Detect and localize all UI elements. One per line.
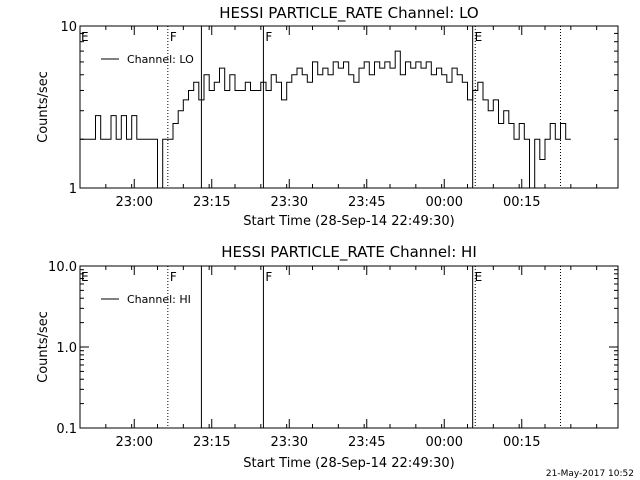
x-tick-label: 23:45 bbox=[348, 435, 385, 450]
y-tick-label: 10.0 bbox=[48, 260, 77, 275]
y-tick-label: 0.1 bbox=[56, 422, 77, 437]
x-tick-label: 00:15 bbox=[503, 435, 540, 450]
x-tick-label: 23:15 bbox=[193, 435, 230, 450]
event-marker-label: E bbox=[81, 30, 89, 44]
event-marker-label: F bbox=[170, 30, 177, 44]
series-line bbox=[80, 50, 571, 189]
x-tick-label: 23:30 bbox=[271, 435, 308, 450]
x-axis-label: Start Time (28-Sep-14 22:49:30) bbox=[243, 214, 454, 229]
x-tick-label: 23:00 bbox=[116, 195, 153, 210]
x-tick-label: 23:00 bbox=[116, 435, 153, 450]
x-tick-label: 00:00 bbox=[426, 435, 463, 450]
event-marker-label: F bbox=[265, 30, 272, 44]
plot-frame bbox=[79, 265, 619, 429]
x-tick-label: 00:15 bbox=[503, 195, 540, 210]
x-tick-label: 23:15 bbox=[193, 195, 230, 210]
x-tick-label: 23:30 bbox=[271, 195, 308, 210]
y-tick-label: 1 bbox=[69, 182, 77, 197]
event-marker-label: F bbox=[170, 270, 177, 284]
event-marker-label: E bbox=[475, 270, 483, 284]
y-axis-label: Counts/sec bbox=[36, 311, 51, 383]
timestamp-label: 21-May-2017 10:52 bbox=[546, 469, 634, 479]
chart-title: HESSI PARTICLE_RATE Channel: HI bbox=[221, 243, 477, 262]
plot-frame bbox=[79, 25, 619, 189]
event-marker-label: E bbox=[81, 270, 89, 284]
x-tick-label: 00:00 bbox=[426, 195, 463, 210]
panel-lo: HESSI PARTICLE_RATE Channel: LO 1 10 23:00 2… bbox=[36, 4, 619, 229]
y-tick-label: 1.0 bbox=[56, 341, 77, 356]
legend-label: Channel: HI bbox=[127, 293, 191, 306]
event-marker-label: F bbox=[265, 270, 272, 284]
panel-hi: HESSI PARTICLE_RATE Channel: HI 0.1 1.0 10.… bbox=[36, 243, 619, 471]
legend-label: Channel: LO bbox=[127, 53, 194, 66]
x-axis-label: Start Time (28-Sep-14 22:49:30) bbox=[243, 456, 454, 471]
y-axis-label: Counts/sec bbox=[36, 71, 51, 143]
y-tick-label: 10 bbox=[60, 20, 77, 35]
x-tick-label: 23:45 bbox=[348, 195, 385, 210]
event-marker-label: E bbox=[475, 30, 483, 44]
chart-title: HESSI PARTICLE_RATE Channel: LO bbox=[219, 4, 478, 23]
